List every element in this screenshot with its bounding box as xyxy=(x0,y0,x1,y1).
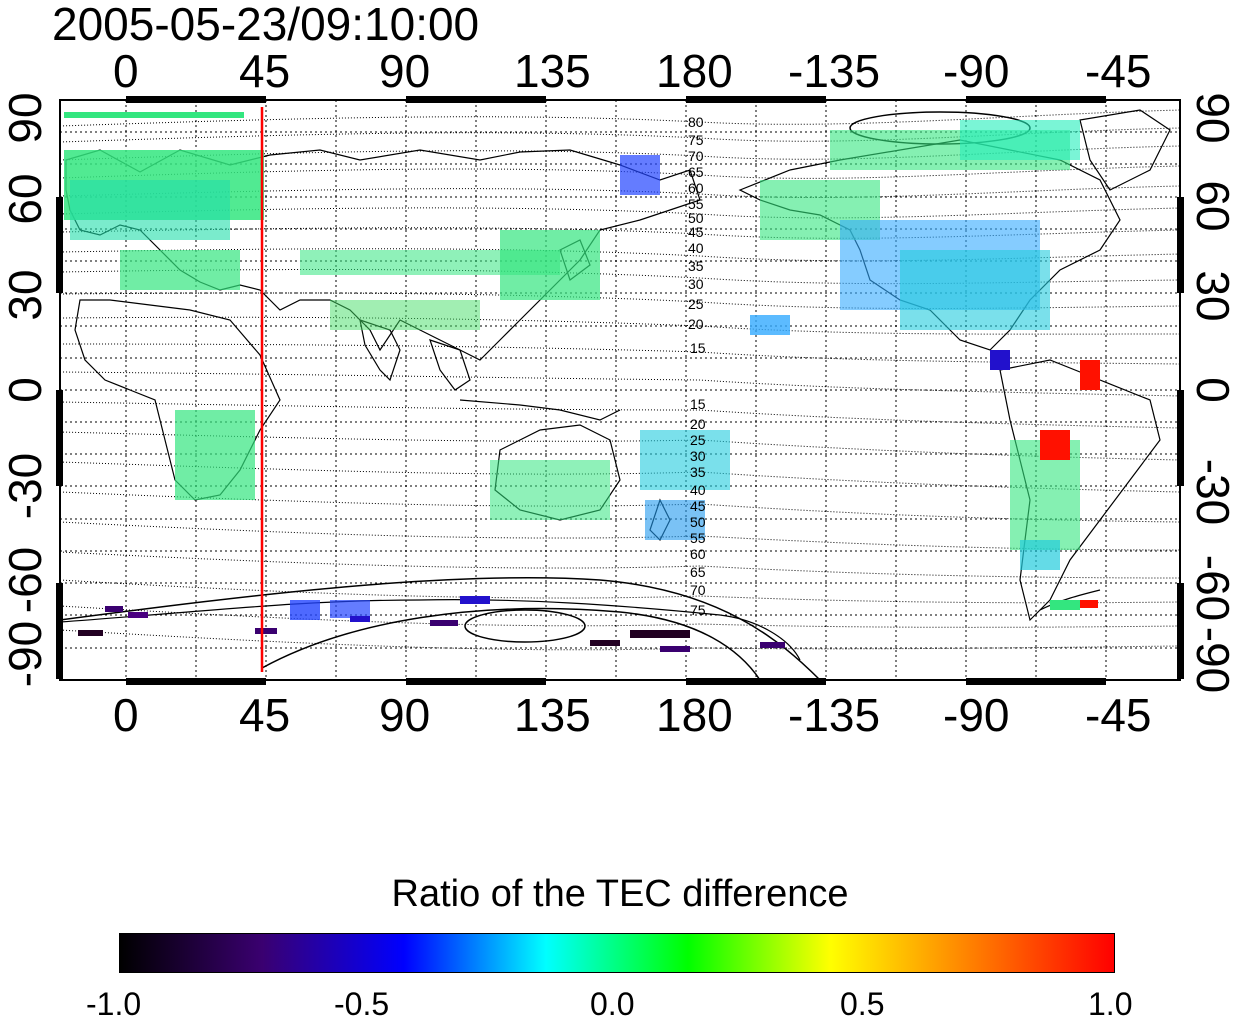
contour-label: 20 xyxy=(690,416,706,432)
top-tick-180: 180 xyxy=(656,45,733,97)
bottom-tick-m90: -90 xyxy=(943,689,1010,741)
bottom-tick-0: 0 xyxy=(113,689,139,741)
top-tick-0: 0 xyxy=(113,45,139,97)
contour-label: 65 xyxy=(690,564,706,580)
contour-label: 30 xyxy=(690,448,706,464)
contour-label: 15 xyxy=(690,396,706,412)
bottom-tick-90: 90 xyxy=(379,689,431,741)
colorbar-tick-m1: -1.0 xyxy=(86,986,142,1022)
top-tick-135: 135 xyxy=(514,45,591,97)
contour-label: 45 xyxy=(690,498,706,514)
contour-label: 60 xyxy=(688,180,704,196)
colorbar xyxy=(119,933,1115,973)
contour-label: 55 xyxy=(690,530,706,546)
top-tick-m90: -90 xyxy=(943,45,1010,97)
contour-label: 20 xyxy=(688,316,704,332)
bottom-tick-135: 135 xyxy=(514,689,591,741)
map-title: 2005-05-23/09:10:00 xyxy=(52,0,480,50)
contour-label: 35 xyxy=(688,258,704,274)
top-tick-m45: -45 xyxy=(1085,45,1152,97)
contour-label: 25 xyxy=(688,296,704,312)
colorbar-tick-m05: -0.5 xyxy=(334,986,390,1022)
top-tick-45: 45 xyxy=(239,45,291,97)
colorbar-tick-0: 0.0 xyxy=(590,986,635,1022)
contour-label: 50 xyxy=(690,514,706,530)
bottom-tick-180: 180 xyxy=(656,689,733,741)
contour-label: 40 xyxy=(690,482,706,498)
tec-data-cells xyxy=(64,112,1100,652)
contour-label: 60 xyxy=(690,546,706,562)
contour-label: 25 xyxy=(690,432,706,448)
contour-label: 30 xyxy=(688,276,704,292)
colorbar-label: Ratio of the TEC difference xyxy=(391,873,849,915)
contour-label: 35 xyxy=(690,464,706,480)
contour-label: 80 xyxy=(688,114,704,130)
contour-label: 70 xyxy=(690,582,706,598)
contour-label: 70 xyxy=(688,148,704,164)
contour-label: 50 xyxy=(688,210,704,226)
bottom-tick-45: 45 xyxy=(239,689,291,741)
contour-label: 75 xyxy=(688,132,704,148)
colorbar-tick-05: 0.5 xyxy=(840,986,885,1022)
contour-label: 65 xyxy=(688,164,704,180)
contour-label: 15 xyxy=(690,340,706,356)
bottom-tick-m45: -45 xyxy=(1085,689,1152,741)
colorbar-tick-1: 1.0 xyxy=(1088,986,1133,1022)
axis-bars xyxy=(56,96,1184,685)
contour-label: 75 xyxy=(690,602,706,618)
top-tick-90: 90 xyxy=(379,45,431,97)
contour-label: 55 xyxy=(688,196,704,212)
top-tick-m135: -135 xyxy=(788,45,881,97)
contour-label: 40 xyxy=(688,240,704,256)
contour-label: 45 xyxy=(688,224,704,240)
bottom-tick-m135: -135 xyxy=(788,689,881,741)
